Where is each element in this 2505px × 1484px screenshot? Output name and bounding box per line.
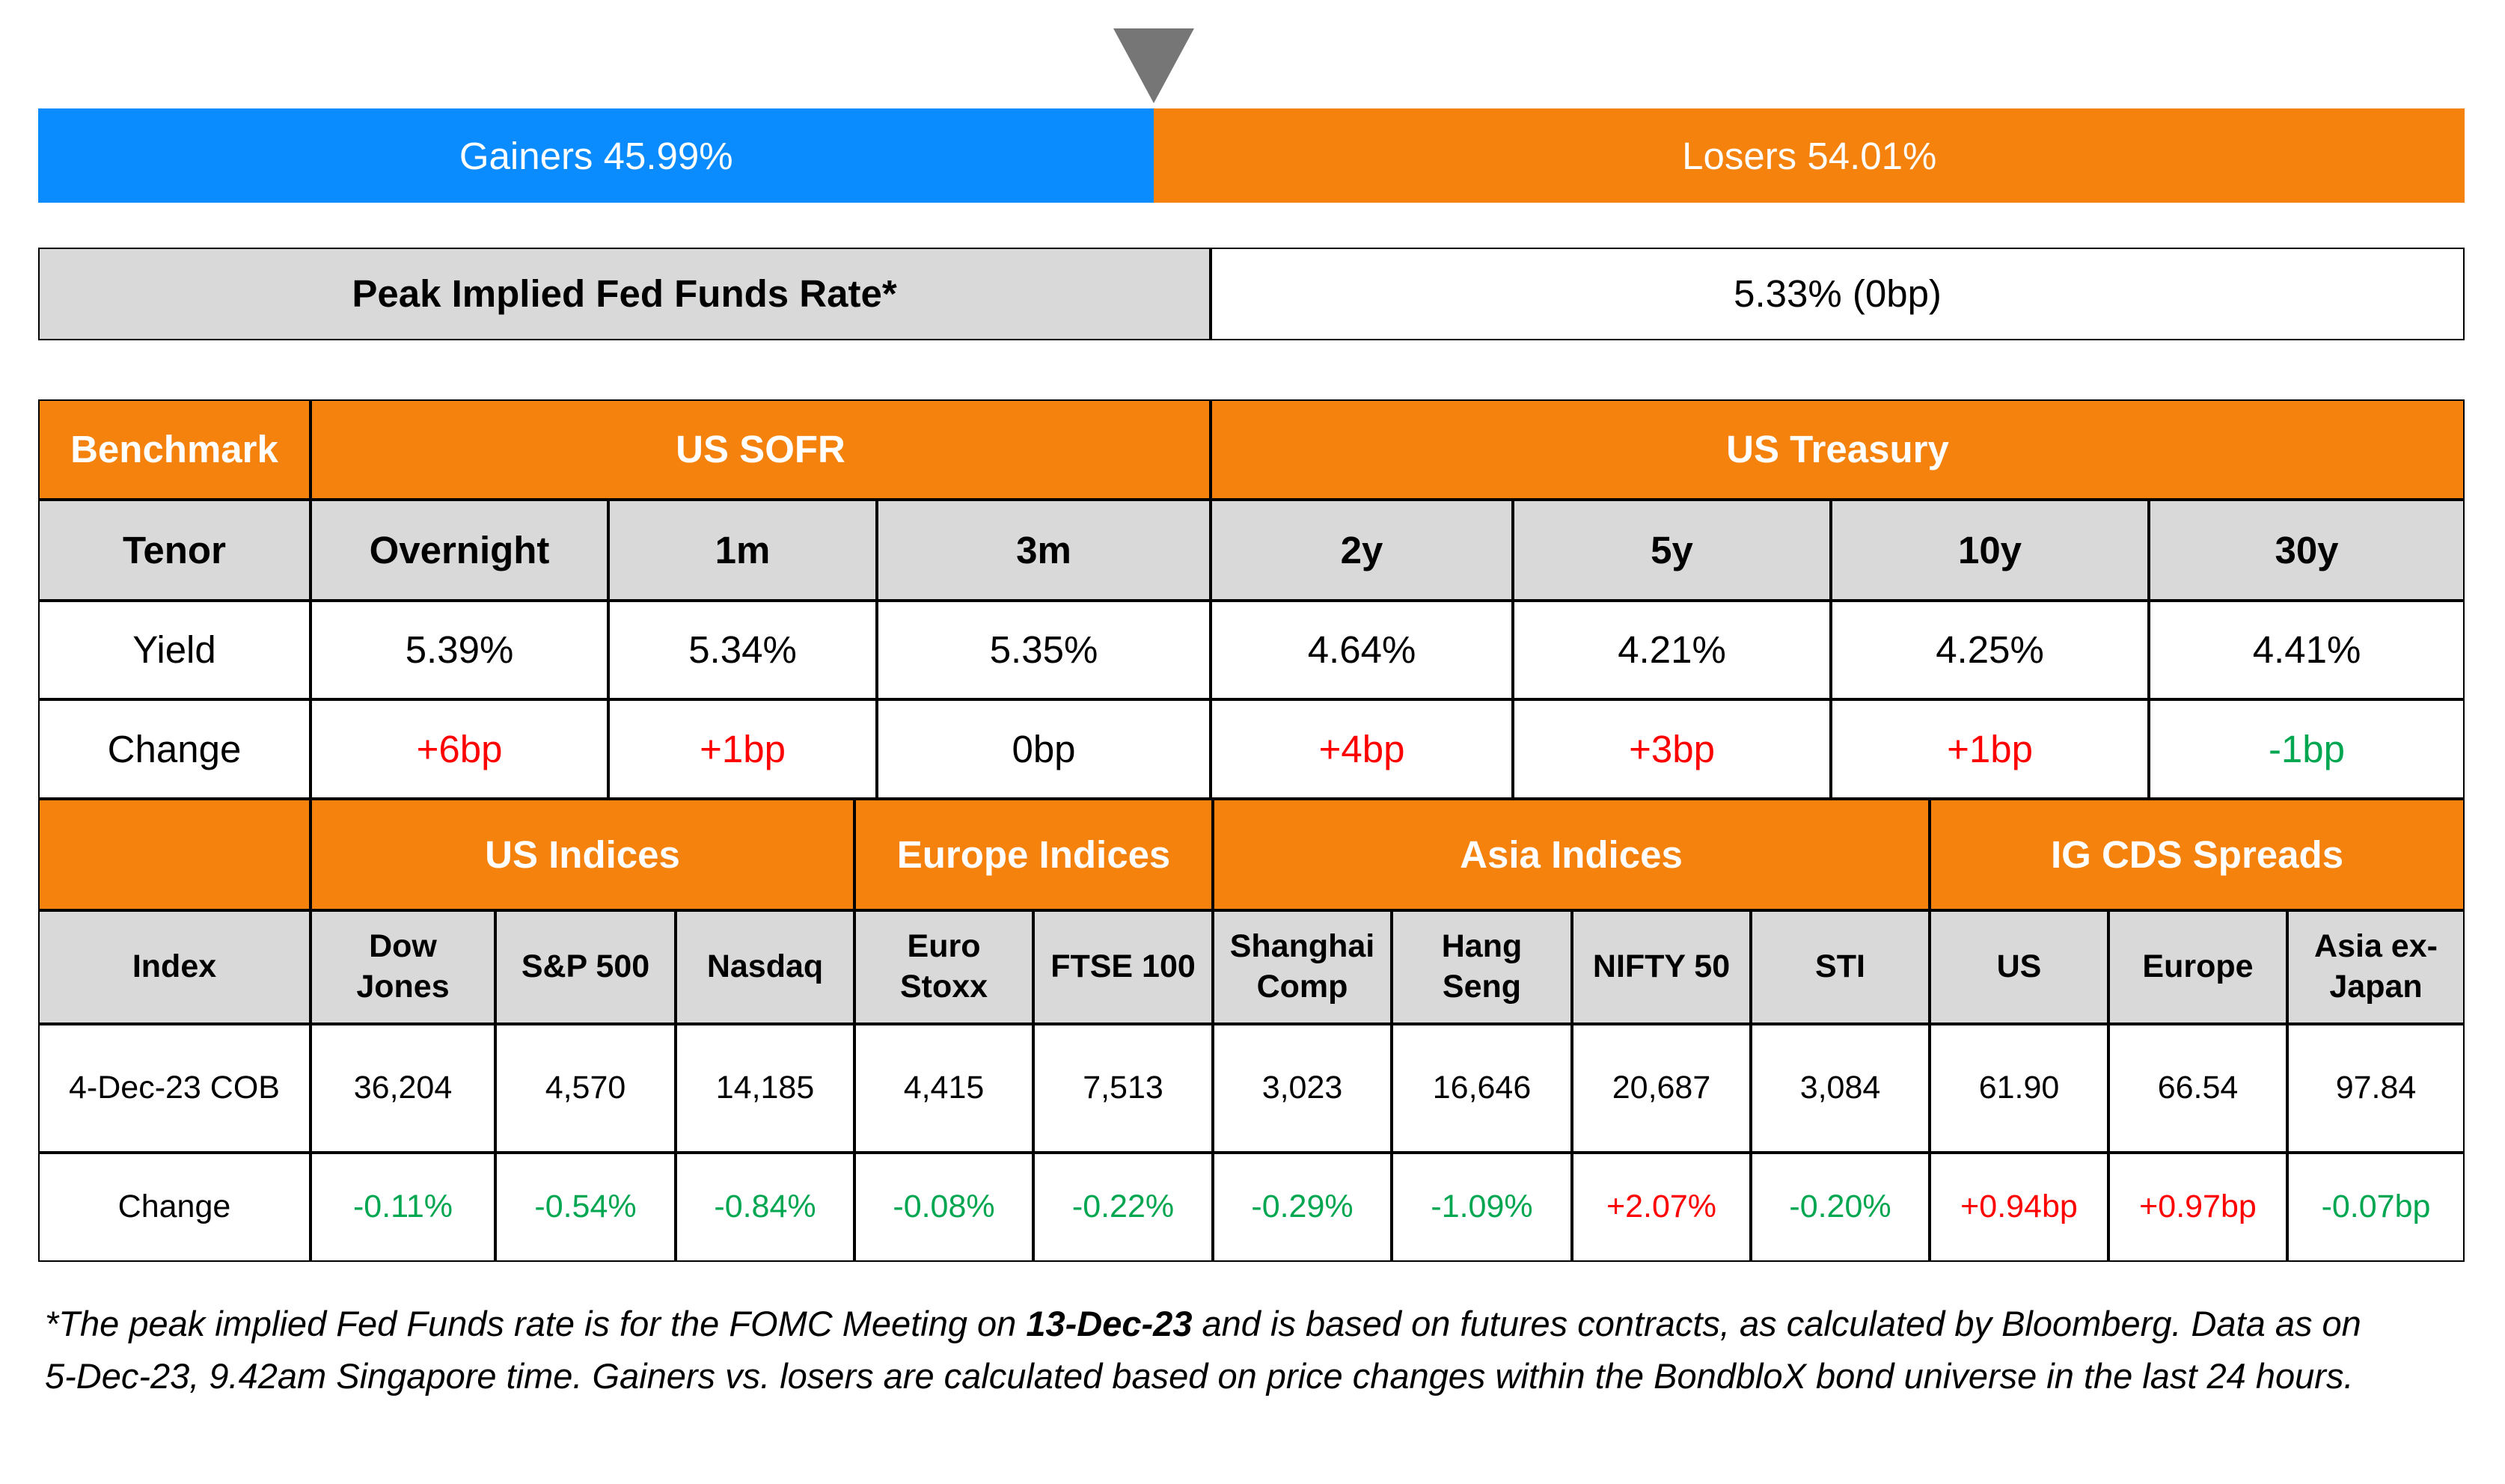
indices-group-header: Asia Indices [1213,799,1930,910]
indices-cell: 7,513 [1033,1024,1213,1153]
indices-cell: 97.84 [2287,1024,2465,1153]
rates-cell: +1bp [1831,699,2149,799]
split-triangle [1113,28,1195,103]
indices-cell: Change [38,1153,311,1262]
rates-group-header: US SOFR [311,399,1211,500]
indices-cell: +0.97bp [2108,1153,2287,1262]
tenor-header: 2y [1211,500,1513,601]
tenor-header: 1m [608,500,877,601]
indices-cell: -0.08% [854,1153,1033,1262]
indices-cell: 3,084 [1751,1024,1930,1153]
tenor-header: 5y [1513,500,1831,601]
rates-cell: 5.39% [311,601,608,699]
indices-cell: -0.84% [676,1153,854,1262]
indices-cell: 4-Dec-23 COB [38,1024,311,1153]
rates-cell: Yield [38,601,311,699]
index-header: S&P 500 [495,910,676,1024]
indices-cell: 16,646 [1392,1024,1572,1153]
indices-cell: -0.54% [495,1153,676,1262]
index-header: Euro Stoxx [854,910,1033,1024]
indices-group-header: US Indices [311,799,854,910]
rates-cell: 4.64% [1211,601,1513,699]
index-header: Dow Jones [311,910,495,1024]
fed-rate-value: 5.33% (0bp) [1211,248,2465,340]
indices-cell: -0.11% [311,1153,495,1262]
index-header: FTSE 100 [1033,910,1213,1024]
indices-cell: -1.09% [1392,1153,1572,1262]
rates-cell: 4.41% [2149,601,2465,699]
blank-header [38,799,311,910]
indices-cell: +2.07% [1572,1153,1751,1262]
rates-cell: 0bp [877,699,1211,799]
indices-cell: -0.22% [1033,1153,1213,1262]
losers-bar: Losers 54.01% [1154,108,2465,203]
tenor-header: 10y [1831,500,2149,601]
index-header: NIFTY 50 [1572,910,1751,1024]
rates-cell: +6bp [311,699,608,799]
tenor-header: 3m [877,500,1211,601]
indices-cell: 20,687 [1572,1024,1751,1153]
tenor-header: 30y [2149,500,2465,601]
gainers-bar: Gainers 45.99% [38,108,1154,203]
indices-cell: -0.07bp [2287,1153,2465,1262]
tenor-header: Overnight [311,500,608,601]
rates-cell: 5.34% [608,601,877,699]
indices-group-header: Europe Indices [854,799,1213,910]
indices-cell: 36,204 [311,1024,495,1153]
tenor-header: Tenor [38,500,311,601]
indices-group-header: IG CDS Spreads [1930,799,2465,910]
index-header: US [1930,910,2108,1024]
indices-cell: 3,023 [1213,1024,1392,1153]
indices-cell: 61.90 [1930,1024,2108,1153]
rates-cell: +4bp [1211,699,1513,799]
footnote-part: and is based on futures contracts, as ca… [45,1304,2361,1396]
rates-cell: 4.21% [1513,601,1831,699]
split-marker [1113,28,1195,103]
footnote-part: *The peak implied Fed Funds rate is for … [45,1304,1027,1343]
rates-cell: 4.25% [1831,601,2149,699]
fed-rate-label: Peak Implied Fed Funds Rate* [38,248,1211,340]
indices-cell: -0.29% [1213,1153,1392,1262]
footnote-part: 13-Dec-23 [1026,1304,1193,1343]
indices-cell: +0.94bp [1930,1153,2108,1262]
indices-cell: 4,570 [495,1024,676,1153]
rates-cell: -1bp [2149,699,2465,799]
index-header: Asia ex- Japan [2287,910,2465,1024]
rates-cell: +3bp [1513,699,1831,799]
footnote: *The peak implied Fed Funds rate is for … [45,1298,2387,1402]
rates-cell: Change [38,699,311,799]
rates-cell: +1bp [608,699,877,799]
index-header: Nasdaq [676,910,854,1024]
index-header: Hang Seng [1392,910,1572,1024]
index-header: STI [1751,910,1930,1024]
index-header: Index [38,910,311,1024]
rates-group-header: Benchmark [38,399,311,500]
rates-cell: 5.35% [877,601,1211,699]
indices-cell: 14,185 [676,1024,854,1153]
index-header: Europe [2108,910,2287,1024]
rates-group-header: US Treasury [1211,399,2465,500]
indices-cell: -0.20% [1751,1153,1930,1262]
indices-cell: 4,415 [854,1024,1033,1153]
index-header: Shanghai Comp [1213,910,1392,1024]
indices-cell: 66.54 [2108,1024,2287,1153]
